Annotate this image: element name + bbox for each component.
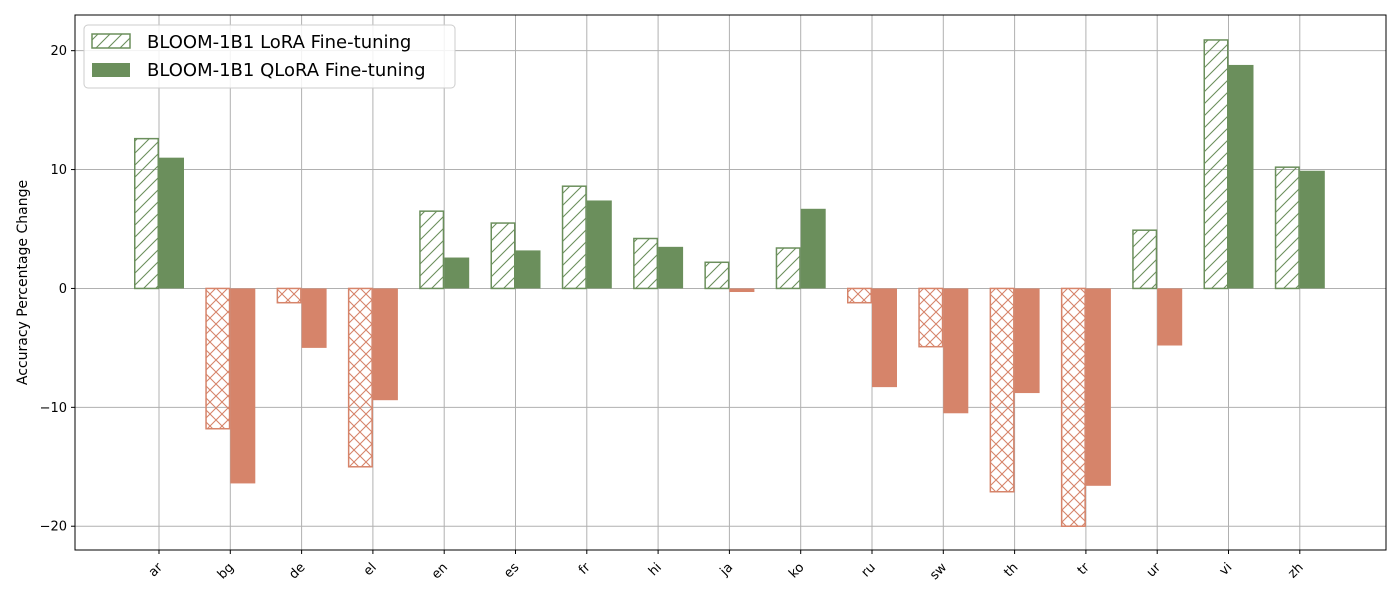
x-tick-label-ur: ur (1144, 560, 1165, 581)
x-tick-label-ru: ru (859, 560, 879, 580)
lora-bar-fr (561, 185, 587, 290)
lora-bar-vi (1203, 39, 1229, 290)
legend-swatch-lora (91, 33, 131, 49)
x-tick-label-de: de (286, 560, 308, 582)
qlora-bar-ru (872, 288, 897, 388)
y-tick-label: −20 (40, 520, 67, 535)
x-tick-label-ko: ko (786, 560, 807, 581)
qlora-bar-th (1014, 288, 1040, 394)
x-tick-label-zh: zh (1285, 560, 1306, 581)
qlora-bar-sw (943, 288, 969, 414)
lora-bar-th (989, 287, 1015, 493)
lora-bar-ru (847, 287, 872, 304)
y-tick-label: 10 (50, 163, 67, 178)
qlora-bar-vi (1228, 64, 1254, 289)
x-tick-label-en: en (429, 560, 451, 582)
lora-bar-sw (918, 287, 944, 348)
plot-frame (74, 14, 1387, 551)
lora-bar-ja (704, 261, 730, 290)
lora-bar-ar (134, 137, 159, 290)
bars-group (134, 39, 1325, 527)
y-tick-label: −10 (40, 401, 67, 416)
lora-bar-ko (775, 247, 801, 290)
qlora-bar-hi (658, 246, 684, 289)
legend-swatch-qlora (92, 63, 130, 77)
lora-bar-hi (633, 237, 659, 290)
y-tick-label: 0 (59, 282, 67, 297)
qlora-bar-en (444, 257, 470, 289)
qlora-bar-bg (230, 288, 256, 484)
lora-bar-zh (1274, 166, 1300, 290)
lora-bar-ur (1132, 229, 1158, 290)
legend-label-qlora: BLOOM-1B1 QLoRA Fine-tuning (147, 60, 426, 81)
legend-box (83, 24, 456, 89)
qlora-bar-ja (729, 288, 755, 293)
lora-bar-es (490, 222, 516, 290)
x-tick-label-fr: fr (576, 560, 594, 578)
qlora-bar-tr (1085, 288, 1111, 486)
x-tick-label-ja: ja (717, 560, 737, 580)
y-axis-label: Accuracy Percentage Change (15, 180, 31, 385)
x-tick-label-el: el (361, 560, 380, 579)
legend: BLOOM-1B1 LoRA Fine-tuning BLOOM-1B1 QLoR… (83, 24, 456, 89)
x-tick-label-vi: vi (1217, 560, 1236, 579)
qlora-bar-ko (800, 208, 826, 289)
legend-label-lora: BLOOM-1B1 LoRA Fine-tuning (147, 32, 411, 53)
lora-bar-en (419, 210, 445, 290)
lora-bar-bg (205, 287, 231, 430)
qlora-bar-zh (1299, 170, 1325, 289)
x-tick-label-bg: bg (215, 560, 237, 582)
x-tick-label-tr: tr (1075, 560, 1093, 578)
lora-bar-el (347, 287, 373, 468)
x-tick-label-sw: sw (927, 560, 950, 583)
qlora-bar-fr (586, 200, 612, 289)
lora-bar-de (276, 287, 302, 304)
qlora-bar-es (515, 250, 541, 289)
qlora-bar-el (372, 288, 398, 401)
x-tick-label-es: es (501, 560, 522, 581)
qlora-bar-ur (1157, 288, 1183, 346)
x-tick-label-hi: hi (646, 560, 665, 579)
qlora-bar-ar (159, 157, 184, 289)
grid-lines (75, 15, 1386, 550)
x-tick-label-th: th (1001, 560, 1021, 580)
qlora-bar-de (301, 288, 327, 348)
x-tick-label-ar: ar (146, 560, 166, 580)
lora-bar-tr (1060, 287, 1086, 527)
y-tick-label: 20 (50, 44, 67, 59)
